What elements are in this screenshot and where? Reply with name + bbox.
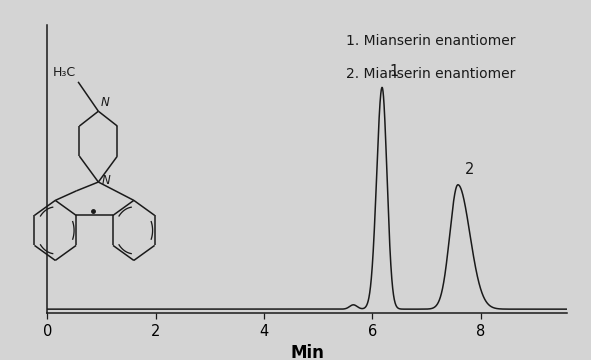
X-axis label: Min: Min	[290, 344, 324, 360]
Text: 2: 2	[465, 162, 475, 177]
Text: N: N	[100, 96, 109, 109]
Text: N: N	[102, 174, 110, 187]
Text: H₃C: H₃C	[53, 66, 76, 79]
Text: 2. Mianserin enantiomer: 2. Mianserin enantiomer	[346, 67, 516, 81]
Text: 1: 1	[389, 64, 398, 79]
Text: 1. Mianserin enantiomer: 1. Mianserin enantiomer	[346, 34, 516, 48]
